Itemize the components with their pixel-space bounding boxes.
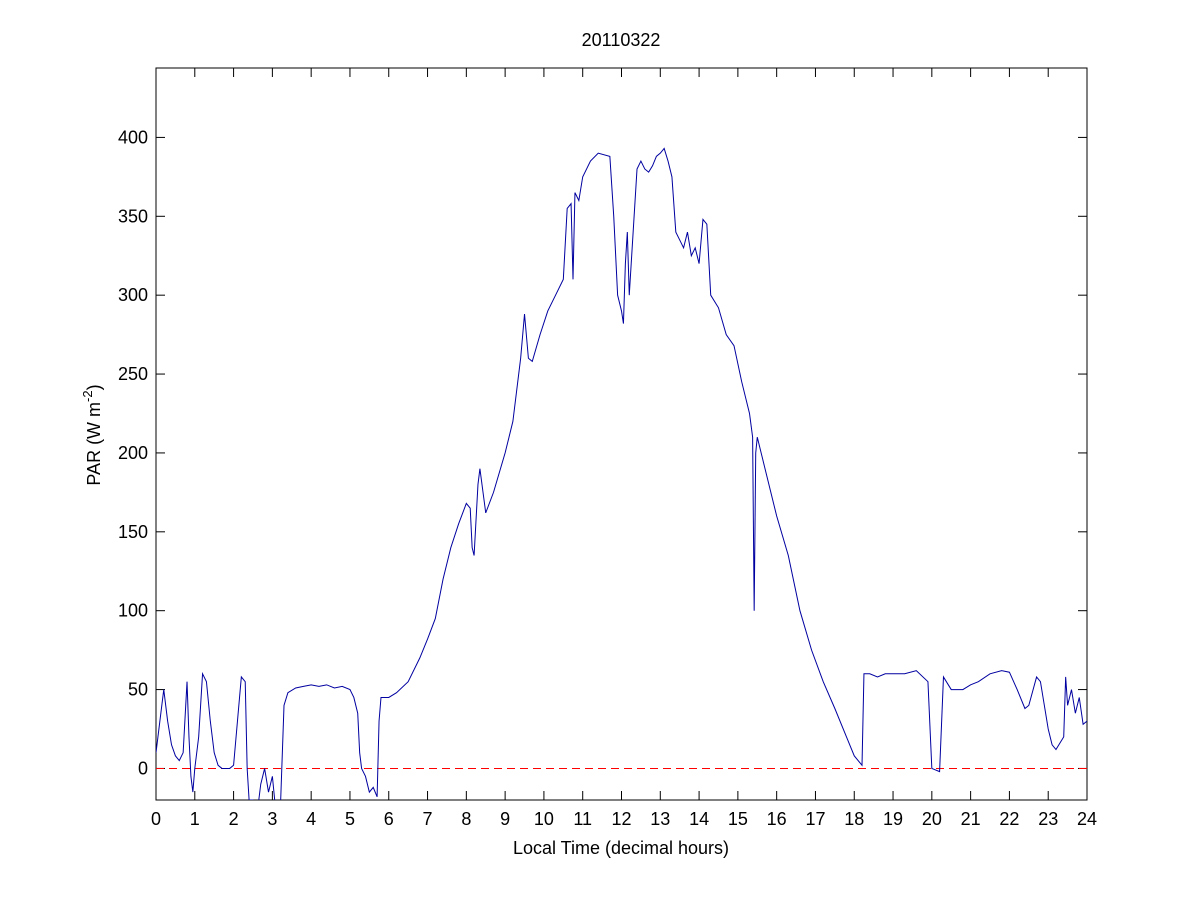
- x-tick-label: 11: [573, 809, 592, 829]
- x-tick-label: 16: [767, 809, 787, 829]
- x-tick-label: 17: [805, 809, 825, 829]
- x-tick-label: 15: [728, 809, 748, 829]
- x-tick-label: 8: [461, 809, 471, 829]
- y-axis-label: PAR (W m-2): [80, 384, 104, 485]
- y-tick-label: 50: [128, 680, 148, 700]
- y-tick-label: 300: [118, 285, 148, 305]
- x-tick-label: 3: [267, 809, 277, 829]
- x-tick-label: 24: [1077, 809, 1097, 829]
- x-tick-label: 13: [650, 809, 670, 829]
- y-axis-label-superscript: -2: [80, 390, 95, 402]
- y-tick-label: 250: [118, 364, 148, 384]
- x-tick-label: 18: [844, 809, 864, 829]
- x-tick-label: 1: [190, 809, 200, 829]
- x-tick-label: 7: [423, 809, 433, 829]
- x-tick-label: 21: [961, 809, 981, 829]
- x-tick-label: 5: [345, 809, 355, 829]
- y-tick-label: 150: [118, 522, 148, 542]
- x-tick-label: 2: [229, 809, 239, 829]
- x-tick-label: 23: [1038, 809, 1058, 829]
- x-tick-label: 12: [611, 809, 631, 829]
- x-tick-label: 20: [922, 809, 942, 829]
- x-axis-label: Local Time (decimal hours): [513, 838, 729, 858]
- y-tick-label: 0: [138, 758, 148, 778]
- data-line: [156, 147, 1087, 800]
- x-tick-label: 19: [883, 809, 903, 829]
- x-tick-label: 14: [689, 809, 709, 829]
- x-tick-label: 22: [999, 809, 1019, 829]
- x-tick-label: 0: [151, 809, 161, 829]
- y-axis-label-text: PAR (W m: [84, 402, 104, 486]
- y-tick-label: 200: [118, 443, 148, 463]
- y-axis-label-suffix: ): [84, 384, 104, 390]
- x-tick-label: 9: [500, 809, 510, 829]
- y-tick-label: 400: [118, 127, 148, 147]
- y-tick-label: 350: [118, 206, 148, 226]
- plot-area: [155, 67, 1088, 801]
- chart-title: 20110322: [582, 30, 661, 50]
- x-tick-label: 6: [384, 809, 394, 829]
- x-tick-label: 10: [534, 809, 554, 829]
- x-tick-label: 4: [306, 809, 316, 829]
- y-tick-label: 100: [118, 601, 148, 621]
